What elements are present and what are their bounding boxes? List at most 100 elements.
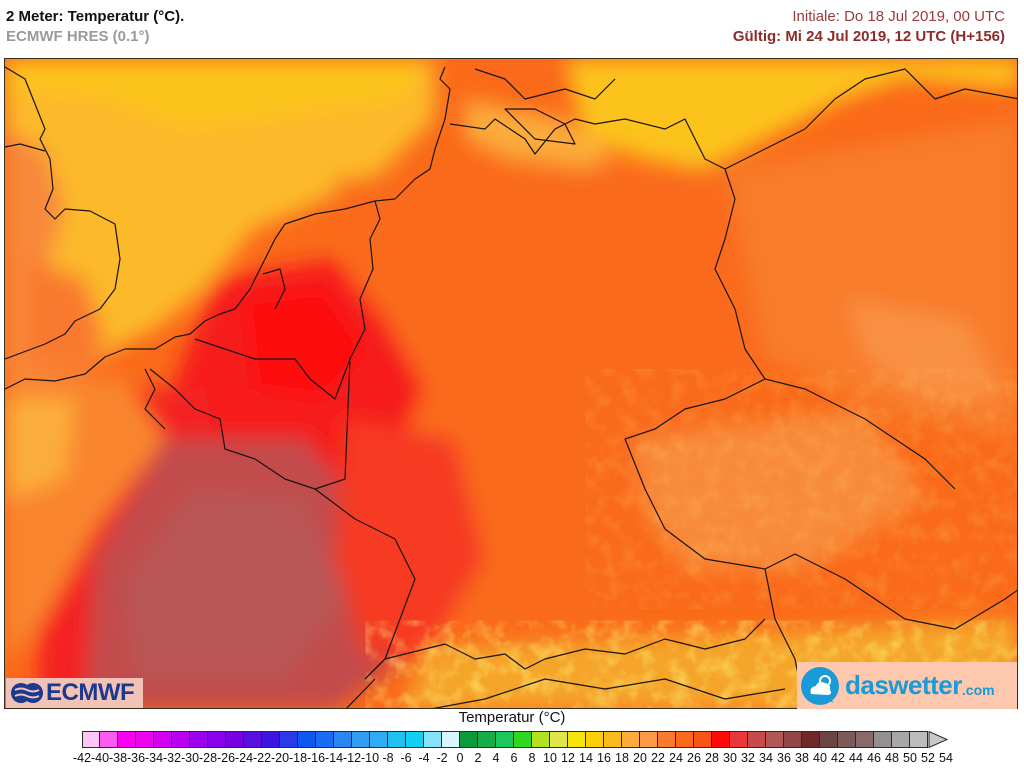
legend-swatch [766,731,784,748]
header-right: Initiale: Do 18 Jul 2019, 00 UTC Gültig:… [733,7,1005,47]
legend-swatch [478,731,496,748]
legend-tick-label: 30 [723,751,737,765]
daswetter-logo-suffix: .com [961,681,995,698]
legend-swatch [640,731,658,748]
legend-swatch [262,731,280,748]
legend-tick-label: -40 [90,751,110,765]
legend-tick-label: -2 [436,751,448,765]
legend-swatch [154,731,172,748]
legend-tick-label: -6 [400,751,412,765]
legend-tick-label: 48 [885,751,899,765]
legend-swatch [748,731,766,748]
legend-tick-label: 54 [939,751,953,765]
legend-swatch [82,731,100,748]
legend-swatch [730,731,748,748]
legend-tick-label: 4 [492,751,500,765]
legend-swatch [550,731,568,748]
legend-tick-label: -8 [382,751,394,765]
legend-swatch [658,731,676,748]
legend-tick-label: 40 [813,751,827,765]
legend-tick-label: 22 [651,751,665,765]
valid-time-label: Gültig: Mi 24 Jul 2019, 12 UTC (H+156) [732,28,1005,45]
legend-tick-label: 50 [903,751,917,765]
legend-tick-label: 28 [705,751,719,765]
legend-tick-label: -34 [144,751,164,765]
init-time-label: Initiale: Do 18 Jul 2019, 00 UTC [792,8,1005,25]
legend-swatch [532,731,550,748]
legend-swatch [514,731,532,748]
legend-title: Temperatur (°C) [458,709,566,726]
chart-title: 2 Meter: Temperatur (°C). [6,8,185,25]
legend-swatch [118,731,136,748]
legend-swatch [676,731,694,748]
legend-arrow-right-icon [928,731,948,748]
legend-tick-label: 42 [831,751,845,765]
model-subtitle: ECMWF HRES (0.1°) [6,28,150,45]
legend-tick-label: 12 [561,751,575,765]
color-scale-bar [82,731,928,748]
legend-swatch [622,731,640,748]
legend-tick-label: 38 [795,751,809,765]
legend-swatch [910,731,928,748]
legend-swatch [712,731,730,748]
legend-tick-label: 2 [474,751,482,765]
legend-tick-label: 24 [669,751,683,765]
temperature-map [4,58,1018,709]
ecmwf-globe-icon [11,683,43,703]
legend-swatch [892,731,910,748]
legend-swatch [802,731,820,748]
legend-tick-label: 20 [633,751,647,765]
legend-swatch [244,731,262,748]
legend-swatch [568,731,586,748]
legend-swatch [208,731,226,748]
legend-tick-label: -22 [252,751,272,765]
legend-swatch [172,731,190,748]
header-left: 2 Meter: Temperatur (°C). ECMWF HRES (0.… [6,7,184,47]
legend-swatch [838,731,856,748]
legend-swatch [298,731,316,748]
legend-swatch [784,731,802,748]
legend-swatch [406,731,424,748]
legend-swatch [694,731,712,748]
ecmwf-logo: ECMWF [6,678,143,708]
legend-tick-label: 46 [867,751,881,765]
legend-tick-label: -36 [126,751,146,765]
legend-tick-label: 34 [759,751,773,765]
legend-swatch [388,731,406,748]
legend-tick-label: -12 [342,751,362,765]
legend-tick-label: 26 [687,751,701,765]
legend-tick-label: 52 [921,751,935,765]
legend-tick-label: 8 [528,751,536,765]
legend-swatch [442,731,460,748]
legend-swatch [586,731,604,748]
legend-tick-label: -16 [306,751,326,765]
legend-tick-label: -32 [162,751,182,765]
legend-tick-label: 14 [579,751,593,765]
legend-swatch [496,731,514,748]
legend-tick-label: -42 [72,751,92,765]
legend-swatch [820,731,838,748]
legend-swatch [856,731,874,748]
legend-tick-label: -18 [288,751,308,765]
legend-swatch [226,731,244,748]
cloud-sun-icon [801,666,839,705]
legend-tick-label: 6 [510,751,518,765]
legend-tick-label: -38 [108,751,128,765]
legend-swatch [316,731,334,748]
legend-swatch [190,731,208,748]
legend-swatch [874,731,892,748]
legend-tick-label: -30 [180,751,200,765]
legend-swatch [460,731,478,748]
daswetter-logo[interactable]: daswetter .com [797,662,1017,709]
legend-tick-label: -28 [198,751,218,765]
legend-tick-label: 18 [615,751,629,765]
legend-tick-label: -10 [360,751,380,765]
legend-swatch [136,731,154,748]
legend-swatch [334,731,352,748]
map-fill [5,59,1017,708]
legend-tick-label: 44 [849,751,863,765]
legend-tick-label: -14 [324,751,344,765]
legend-tick-label: -26 [216,751,236,765]
legend-tick-label: 10 [543,751,557,765]
legend-tick-label: 0 [456,751,464,765]
